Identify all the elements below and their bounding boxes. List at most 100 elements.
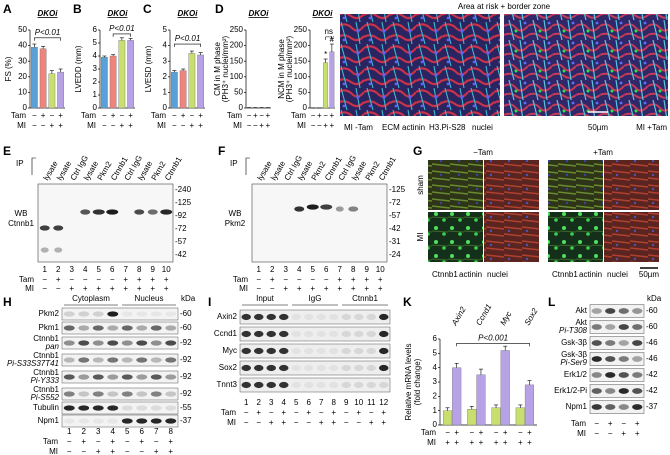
y-tick-label: 100 [294, 72, 308, 81]
kda-label: -42 [175, 250, 187, 259]
lane-number: 1 [67, 427, 72, 436]
y-tick-label: 150 [294, 56, 308, 65]
annotation: P<0.01 [35, 28, 61, 37]
y-tick-label: 4 [163, 41, 168, 50]
condition-label: Tam [19, 275, 34, 284]
y-axis-label: FS (%) [4, 56, 13, 81]
kda-label: -92 [180, 338, 192, 347]
condition-value: + [137, 284, 142, 293]
bracket [456, 343, 530, 347]
band [121, 405, 133, 411]
band [150, 357, 162, 363]
band [40, 247, 49, 253]
condition-value: − [96, 437, 101, 446]
row-label: Tubulin [33, 403, 59, 412]
band [591, 404, 602, 410]
band [316, 330, 326, 338]
band [147, 209, 158, 215]
condition-value: − [42, 275, 47, 284]
bar [197, 54, 204, 109]
row-label: sham [416, 175, 425, 195]
panel-label: D [215, 2, 224, 16]
row-label: Tnnt3 [217, 380, 238, 389]
band [354, 330, 364, 338]
kda-label: -46 [646, 354, 658, 363]
kda-label: -57 [389, 211, 401, 220]
condition-value: − [594, 419, 599, 428]
band [63, 357, 75, 363]
condition-value: + [306, 408, 311, 417]
band [605, 340, 616, 346]
lane-number: 11 [367, 398, 376, 407]
condition-label: Tam [221, 408, 236, 417]
stain-label: nuclei [472, 123, 493, 132]
condition-value: + [381, 408, 386, 417]
condition-label: Tam [151, 111, 166, 120]
band [39, 225, 50, 231]
condition-value: + [635, 419, 640, 428]
stain-label: actinin [579, 270, 602, 279]
lane-number: 4 [297, 265, 302, 274]
condition-label: Tam [233, 275, 248, 284]
band [92, 405, 104, 411]
band [160, 209, 173, 215]
band [304, 330, 314, 338]
condition-value: + [351, 275, 356, 284]
band [266, 364, 276, 372]
y-tick-label: 0 [303, 103, 308, 112]
bar [57, 71, 64, 109]
row-label: Npm1 [38, 416, 60, 425]
band [329, 313, 339, 321]
annotation: P<0.001 [478, 333, 508, 342]
kda-label: -31 [389, 237, 401, 246]
condition-value: − [32, 121, 37, 130]
bar [171, 71, 178, 109]
band [591, 340, 602, 346]
kda-label: -72 [175, 224, 187, 233]
lane-number: 7 [338, 265, 343, 274]
condition-value: + [269, 418, 274, 427]
blot [37, 183, 174, 263]
condition-value: − [306, 418, 311, 427]
band [63, 325, 75, 331]
band [291, 330, 301, 338]
condition-value: + [337, 284, 342, 293]
condition-value: − [41, 121, 46, 130]
blot-strip [61, 414, 179, 428]
condition-value: + [58, 111, 63, 120]
band [136, 418, 148, 424]
panel-label: H [3, 295, 12, 309]
y-axis-label: (fold change) [413, 358, 422, 405]
band [165, 340, 177, 346]
row-label: MI [416, 233, 425, 242]
condition-value: − [344, 408, 349, 417]
micrograph [340, 14, 500, 116]
band [63, 391, 75, 397]
condition-value: − [139, 447, 144, 455]
band [366, 347, 376, 355]
row-label: Ctnnb1 [33, 368, 59, 377]
condition-value: − [469, 428, 474, 437]
band [150, 418, 162, 424]
band [241, 381, 251, 389]
row-label: Gsk-3β [561, 338, 587, 347]
condition-value: − [369, 408, 374, 417]
y-tick-label: 3 [163, 56, 168, 65]
band [618, 308, 629, 314]
row-label: Ctnnb1 [33, 351, 59, 360]
band [165, 374, 177, 380]
blot-strip [589, 384, 645, 398]
band [78, 391, 90, 397]
y-tick-label: 1 [93, 90, 98, 99]
band [316, 347, 326, 355]
lane-number: 1 [257, 265, 262, 274]
band [335, 206, 344, 212]
band [605, 404, 616, 410]
band [366, 313, 376, 321]
condition-label: MI [427, 438, 436, 447]
band [241, 347, 251, 355]
band [241, 313, 251, 321]
y-tick-label: 6 [433, 334, 438, 343]
blot-strip [239, 360, 391, 376]
